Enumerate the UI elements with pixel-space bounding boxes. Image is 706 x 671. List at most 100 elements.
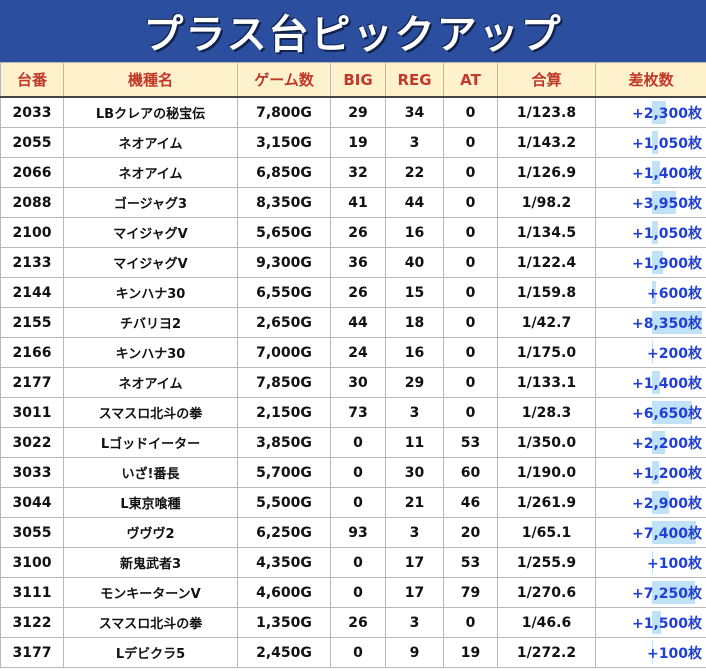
table-row[interactable]: 3022 Lゴッドイーター 3,850G 0 11 53 1/350.0 +2,200枚 xyxy=(0,427,706,458)
reg-count-cell: 40 xyxy=(385,247,444,278)
combined-ratio-cell: 1/175.0 xyxy=(497,337,596,368)
diff-bar xyxy=(652,611,661,634)
diff-value: +1,200枚 xyxy=(631,465,702,482)
diff-cell: +2,900枚 xyxy=(595,487,706,518)
game-count-cell: 7,850G xyxy=(237,367,331,398)
diff-bar xyxy=(652,461,660,484)
diff-value: +100枚 xyxy=(647,555,702,572)
header-no[interactable]: 台番 xyxy=(0,62,64,98)
diff-bar xyxy=(652,431,666,454)
diff-value: +1,050枚 xyxy=(631,135,702,152)
machine-number-cell: 2033 xyxy=(0,96,64,128)
machine-name-cell: LBクレアの秘宝伝 xyxy=(63,96,238,128)
header-games[interactable]: ゲーム数 xyxy=(237,62,331,98)
table-row[interactable]: 3055 ヴヴヴ2 6,250G 93 3 20 1/65.1 +7,400枚 xyxy=(0,517,706,548)
table-row[interactable]: 3033 いざ!番長 5,700G 0 30 60 1/190.0 +1,200枚 xyxy=(0,457,706,488)
table-row[interactable]: 3122 スマスロ北斗の拳 1,350G 26 3 0 1/46.6 +1,500枚 xyxy=(0,607,706,638)
header-machine[interactable]: 機種名 xyxy=(63,62,238,98)
diff-cell: +100枚 xyxy=(595,637,706,668)
table-row[interactable]: 2177 ネオアイム 7,850G 30 29 0 1/133.1 +1,400枚 xyxy=(0,367,706,398)
diff-value: +200枚 xyxy=(647,345,702,362)
diff-value: +100枚 xyxy=(647,645,702,662)
combined-ratio-cell: 1/126.9 xyxy=(497,157,596,188)
diff-value: +3,950枚 xyxy=(631,195,702,212)
at-count-cell: 0 xyxy=(443,217,498,248)
at-count-cell: 0 xyxy=(443,187,498,218)
diff-cell: +1,500枚 xyxy=(595,607,706,638)
diff-value: +1,400枚 xyxy=(631,375,702,392)
diff-cell: +1,400枚 xyxy=(595,157,706,188)
combined-ratio-cell: 1/42.7 xyxy=(497,307,596,338)
diff-cell: +1,050枚 xyxy=(595,217,706,248)
table-row[interactable]: 2133 マイジャグV 9,300G 36 40 0 1/122.4 +1,900枚 xyxy=(0,247,706,278)
header-big[interactable]: BIG xyxy=(330,62,386,98)
big-count-cell: 73 xyxy=(330,397,386,428)
at-count-cell: 0 xyxy=(443,397,498,428)
reg-count-cell: 16 xyxy=(385,337,444,368)
header-reg[interactable]: REG xyxy=(385,62,444,98)
machine-number-cell: 3011 xyxy=(0,397,64,428)
header-at[interactable]: AT xyxy=(443,62,498,98)
table-row[interactable]: 2033 LBクレアの秘宝伝 7,800G 29 34 0 1/123.8 +2,300枚 xyxy=(0,96,706,128)
big-count-cell: 24 xyxy=(330,337,386,368)
diff-cell: +3,950枚 xyxy=(595,187,706,218)
diff-cell: +7,250枚 xyxy=(595,577,706,608)
table-row[interactable]: 2100 マイジャグV 5,650G 26 16 0 1/134.5 +1,050枚 xyxy=(0,217,706,248)
big-count-cell: 32 xyxy=(330,157,386,188)
diff-value: +2,300枚 xyxy=(631,105,702,122)
big-count-cell: 0 xyxy=(330,637,386,668)
table-row[interactable]: 3100 新鬼武者3 4,350G 0 17 53 1/255.9 +100枚 xyxy=(0,547,706,578)
machine-number-cell: 2144 xyxy=(0,277,64,308)
pickup-table: 台番 機種名 ゲーム数 BIG REG AT 合算 差枚数 2033 LBクレアの… xyxy=(0,62,706,668)
diff-cell: +100枚 xyxy=(595,547,706,578)
at-count-cell: 0 xyxy=(443,367,498,398)
diff-cell: +1,200枚 xyxy=(595,457,706,488)
table-row[interactable]: 2066 ネオアイム 6,850G 32 22 0 1/126.9 +1,400枚 xyxy=(0,157,706,188)
reg-count-cell: 44 xyxy=(385,187,444,218)
diff-value: +600枚 xyxy=(647,285,702,302)
diff-value: +1,400枚 xyxy=(631,165,702,182)
diff-bar xyxy=(652,221,659,244)
table-row[interactable]: 3111 モンキーターンV 4,600G 0 17 79 1/270.6 +7,250枚 xyxy=(0,577,706,608)
table-row[interactable]: 2055 ネオアイム 3,150G 19 3 0 1/143.2 +1,050枚 xyxy=(0,127,706,158)
header-diff[interactable]: 差枚数 xyxy=(595,62,706,98)
table-row[interactable]: 2166 キンハナ30 7,000G 24 16 0 1/175.0 +200枚 xyxy=(0,337,706,368)
at-count-cell: 0 xyxy=(443,127,498,158)
table-row[interactable]: 3011 スマスロ北斗の拳 2,150G 73 3 0 1/28.3 +6,650枚 xyxy=(0,397,706,428)
reg-count-cell: 30 xyxy=(385,457,444,488)
combined-ratio-cell: 1/190.0 xyxy=(497,457,596,488)
machine-name-cell: L東京喰種 xyxy=(63,487,238,518)
table-row[interactable]: 3044 L東京喰種 5,500G 0 21 46 1/261.9 +2,900枚 xyxy=(0,487,706,518)
machine-name-cell: ヴヴヴ2 xyxy=(63,517,238,548)
diff-cell: +8,350枚 xyxy=(595,307,706,338)
machine-name-cell: スマスロ北斗の拳 xyxy=(63,397,238,428)
game-count-cell: 5,500G xyxy=(237,487,331,518)
game-count-cell: 7,800G xyxy=(237,96,331,128)
combined-ratio-cell: 1/65.1 xyxy=(497,517,596,548)
combined-ratio-cell: 1/261.9 xyxy=(497,487,596,518)
combined-ratio-cell: 1/350.0 xyxy=(497,427,596,458)
diff-value: +1,900枚 xyxy=(631,255,702,272)
machine-number-cell: 3033 xyxy=(0,457,64,488)
header-row: 台番 機種名 ゲーム数 BIG REG AT 合算 差枚数 xyxy=(0,62,706,98)
table-row[interactable]: 2144 キンハナ30 6,550G 26 15 0 1/159.8 +600枚 xyxy=(0,277,706,308)
machine-name-cell: ネオアイム xyxy=(63,157,238,188)
page-title: プラス台ピックアップ xyxy=(143,12,563,58)
diff-value: +8,350枚 xyxy=(631,315,702,332)
header-ratio[interactable]: 合算 xyxy=(497,62,596,98)
combined-ratio-cell: 1/28.3 xyxy=(497,397,596,428)
game-count-cell: 7,000G xyxy=(237,337,331,368)
machine-number-cell: 2055 xyxy=(0,127,64,158)
diff-value: +1,050枚 xyxy=(631,225,702,242)
table-row[interactable]: 2155 チバリヨ2 2,650G 44 18 0 1/42.7 +8,350枚 xyxy=(0,307,706,338)
game-count-cell: 3,850G xyxy=(237,427,331,458)
big-count-cell: 44 xyxy=(330,307,386,338)
game-count-cell: 2,450G xyxy=(237,637,331,668)
table-row[interactable]: 3177 Lデビクラ5 2,450G 0 9 19 1/272.2 +100枚 xyxy=(0,637,706,668)
reg-count-cell: 15 xyxy=(385,277,444,308)
game-count-cell: 4,350G xyxy=(237,547,331,578)
table-row[interactable]: 2088 ゴージャグ3 8,350G 41 44 0 1/98.2 +3,950枚 xyxy=(0,187,706,218)
machine-number-cell: 2066 xyxy=(0,157,64,188)
machine-name-cell: モンキーターンV xyxy=(63,577,238,608)
machine-name-cell: スマスロ北斗の拳 xyxy=(63,607,238,638)
